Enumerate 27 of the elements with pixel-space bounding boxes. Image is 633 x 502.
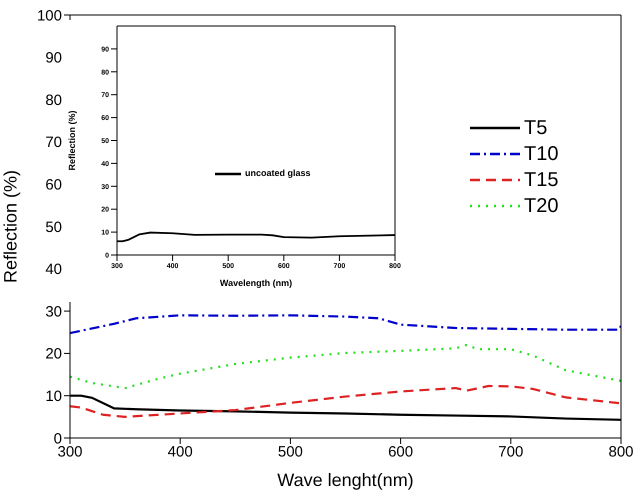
y-tick-label: 10 xyxy=(45,388,62,406)
x-tick-label: 600 xyxy=(388,444,414,461)
y-tick-label: 60 xyxy=(45,176,62,194)
x-axis-title: Wavelength (nm) xyxy=(220,278,292,288)
x-tick-label: 500 xyxy=(278,444,303,461)
line-series xyxy=(70,344,621,390)
x-tick-label: 400 xyxy=(168,444,193,461)
y-tick-label: 100 xyxy=(36,7,62,24)
x-axis-title: Wave lenght(nm) xyxy=(277,470,414,490)
legend-label: T15 xyxy=(524,168,558,193)
y-tick-label: 50 xyxy=(45,218,62,236)
x-tick-label: 800 xyxy=(608,444,633,461)
legend-label: T10 xyxy=(524,142,558,167)
y-tick-label: 90 xyxy=(45,50,62,67)
y-tick-label: 80 xyxy=(45,92,62,109)
x-tick-label: 700 xyxy=(498,444,524,461)
legend-label: uncoated glass xyxy=(245,168,311,180)
legend-label: T20 xyxy=(524,194,558,219)
legend-label: T5 xyxy=(524,116,548,141)
y-tick-label: 40 xyxy=(45,261,62,278)
y-axis-title: Reflection (%) xyxy=(0,170,20,284)
line-series xyxy=(70,314,621,334)
y-tick-label: 20 xyxy=(45,346,62,363)
y-axis-title: Reflection (%) xyxy=(67,110,78,171)
y-tick-label: 70 xyxy=(45,134,62,152)
line-series xyxy=(70,384,621,418)
y-tick-label: 30 xyxy=(45,303,62,320)
